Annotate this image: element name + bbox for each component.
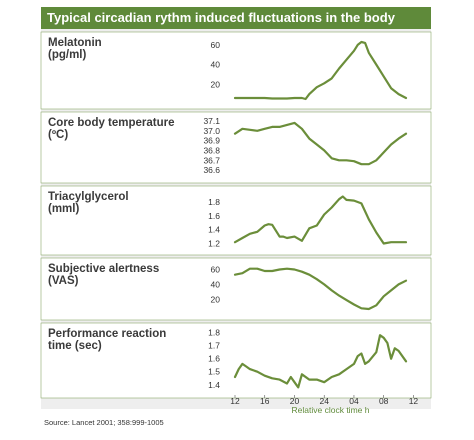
panel-title-line: Triacylglycerol [48, 191, 129, 203]
x-axis: 12 16 20 24 04 08 12 Relative clock time h [230, 395, 418, 415]
panel-title-line: (ºC) [48, 129, 68, 141]
panel-frame [40, 185, 432, 256]
y-tick-label: 36.8 [203, 145, 220, 155]
source-note: Source: Lancet 2001; 358:999-1005 [44, 418, 164, 427]
x-tick-label: 12 [409, 396, 419, 406]
panel-title-line: (VAS) [48, 275, 79, 287]
panel-3: Triacylglycerol(mml) 1.8 1.6 1.4 1.2 [40, 185, 432, 256]
x-tick-label: 08 [379, 396, 389, 406]
panel-2: Core body temperature(ºC)37.137.036.936.… [40, 111, 432, 184]
y-tick-label: 37.1 [203, 116, 220, 126]
y-tick-label: 36.7 [203, 155, 220, 165]
y-tick-label: 1.6 [208, 354, 220, 364]
x-tick-label: 12 [230, 396, 240, 406]
panel-title-line: (mml) [48, 203, 79, 215]
y-tick-label: 1.2 [208, 239, 220, 249]
y-tick-label: 36.9 [203, 136, 220, 146]
panel-title-line: time (sec) [48, 340, 102, 352]
panel-frame [40, 322, 432, 399]
series-line [233, 334, 408, 389]
y-tick-label: 1.4 [208, 225, 220, 235]
chart-title: Typical circadian rythm induced fluctuat… [41, 7, 431, 29]
x-tick-label: 20 [290, 396, 300, 406]
panel-frame [40, 111, 432, 184]
y-tick-label: 37.0 [203, 126, 220, 136]
y-tick-label: 40 [211, 279, 221, 289]
y-tick-label: 1.6 [208, 211, 220, 221]
series-line [233, 267, 408, 311]
x-tick-label: 24 [319, 396, 329, 406]
panel-title-line: Core body temperature [48, 117, 175, 129]
y-tick-label: 36.6 [203, 165, 220, 175]
series-line [233, 195, 408, 245]
series-line [233, 40, 408, 101]
y-tick-label: 1.7 [208, 341, 220, 351]
y-tick-label: 1.8 [208, 328, 220, 338]
panel-title-line: (pg/ml) [48, 49, 86, 61]
x-tick-label: 16 [260, 396, 270, 406]
y-tick-label: 60 [211, 264, 221, 274]
y-tick-label: 20 [211, 79, 221, 89]
panel-title-line: Performance reaction [48, 328, 166, 340]
y-tick-label: 60 [211, 40, 221, 50]
y-tick-label: 1.5 [208, 367, 220, 377]
panel-title-line: Subjective alertness [48, 263, 159, 275]
y-tick-label: 20 [211, 294, 221, 304]
panel-4: Subjective alertness(VAS) 60 40 20 [40, 257, 432, 321]
y-tick-label: 1.8 [208, 197, 220, 207]
x-axis-label: Relative clock time h [292, 405, 370, 415]
panel-1: Melatonin(pg/ml) 60 40 20 [40, 31, 432, 110]
panel-title-line: Melatonin [48, 37, 102, 49]
panels: Melatonin(pg/ml) 60 40 20 Core body temperat… [40, 31, 432, 399]
y-tick-label: 40 [211, 60, 221, 70]
y-tick-label: 1.4 [208, 380, 220, 390]
series-line [233, 121, 408, 166]
x-tick-label: 04 [349, 396, 359, 406]
